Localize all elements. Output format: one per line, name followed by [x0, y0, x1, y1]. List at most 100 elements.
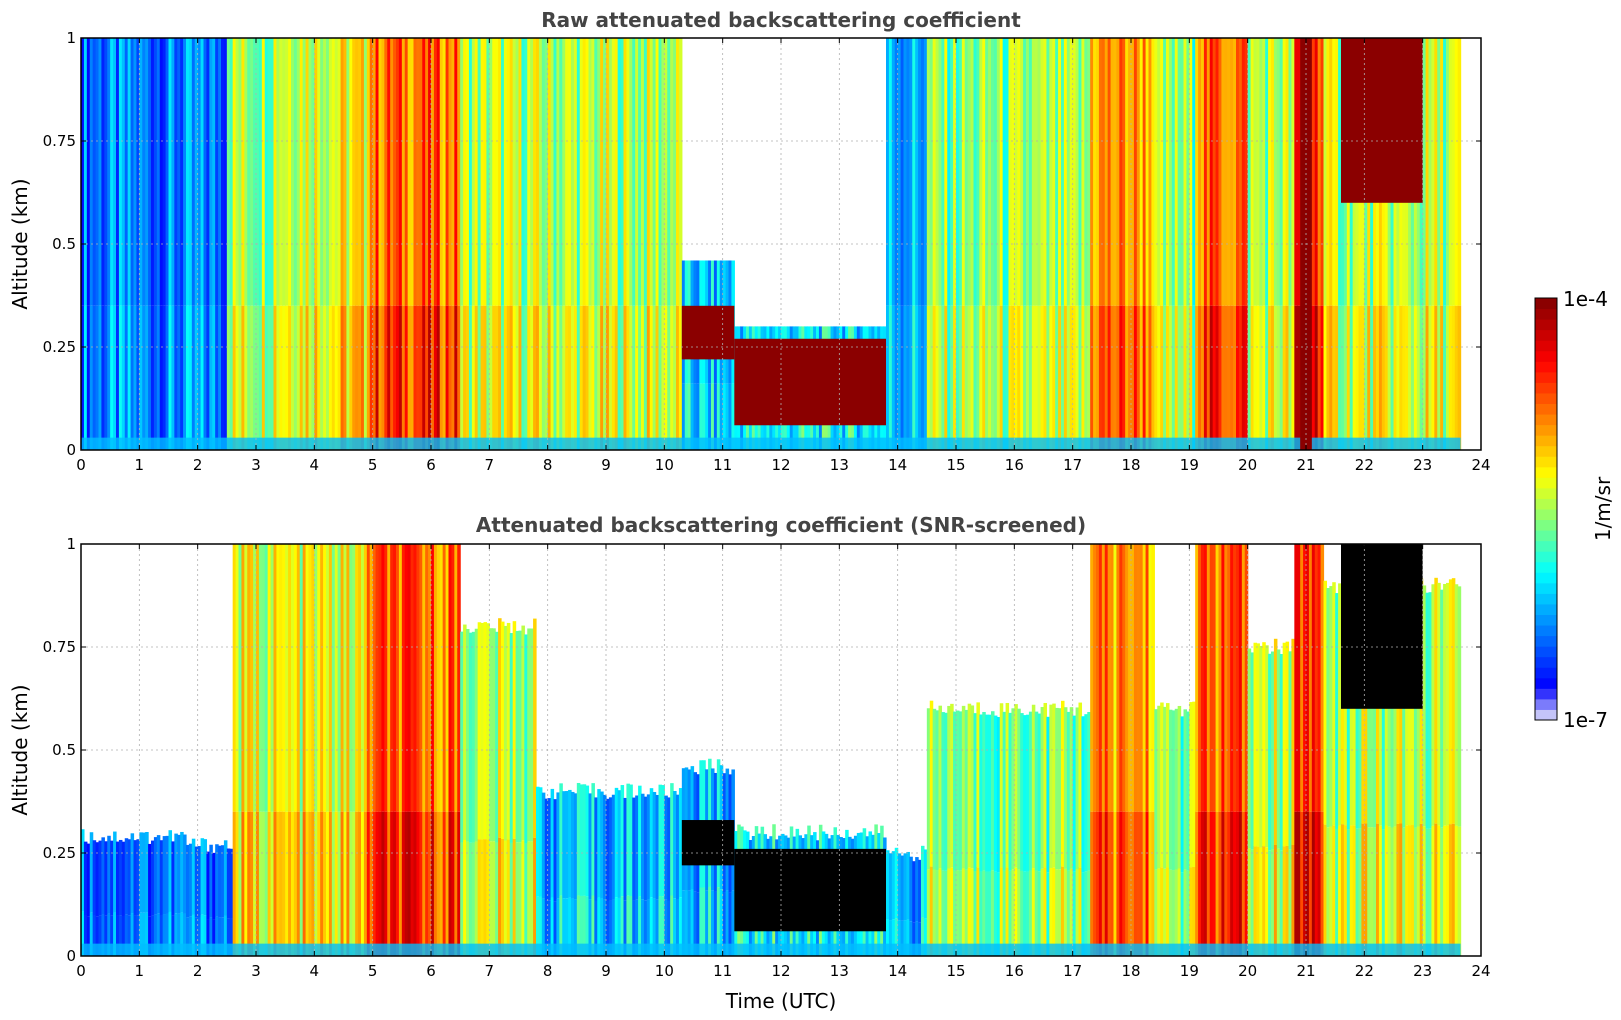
heatmap-cell [918, 305, 922, 450]
heatmap-cell [116, 305, 120, 450]
heatmap-cell [442, 38, 447, 306]
heatmap-cell [667, 900, 671, 956]
heatmap-cell [737, 909, 741, 956]
heatmap-cell [148, 843, 152, 917]
heatmap-cell [381, 811, 385, 956]
heatmap-cell [92, 38, 97, 306]
heatmap-cell [559, 783, 563, 896]
x-tick-label: 20 [1238, 962, 1257, 980]
x-tick-label: 15 [946, 456, 965, 474]
heatmap-cell [953, 305, 957, 450]
heatmap-cell [1279, 654, 1284, 851]
heatmap-cell [431, 38, 435, 306]
heatmap-cell [188, 305, 193, 450]
heatmap-cell [740, 910, 744, 956]
heatmap-cell [153, 837, 158, 915]
heatmap-cell [967, 703, 972, 868]
heatmap-cell [191, 305, 196, 450]
heatmap-cell [1058, 708, 1062, 870]
heatmap-cell [603, 305, 607, 450]
heatmap-cell [1098, 544, 1103, 812]
heatmap-cell [1454, 38, 1459, 306]
heatmap-cell [603, 794, 607, 900]
heatmap-cell [174, 305, 178, 450]
heatmap-cell [407, 544, 412, 812]
heatmap-cell [562, 898, 566, 956]
heatmap-cell [1201, 305, 1205, 450]
heatmap-cell [941, 870, 945, 956]
heatmap-cell [676, 899, 680, 956]
heatmap-cell [810, 406, 814, 450]
heatmap-cell [270, 38, 275, 306]
heatmap-cell [1119, 544, 1123, 812]
heatmap-cell [903, 305, 908, 450]
heatmap-cell [256, 544, 260, 812]
heatmap-cell [340, 38, 345, 306]
heatmap-cell [973, 38, 978, 306]
heatmap-cell [1063, 305, 1068, 450]
heatmap-cell [1367, 305, 1371, 450]
heatmap-cell [903, 38, 908, 306]
heatmap-cell [180, 38, 184, 306]
heatmap-cell [996, 305, 1001, 450]
heatmap-cell [559, 38, 563, 306]
heatmap-cell [1195, 305, 1199, 450]
heatmap-cell [1122, 38, 1126, 306]
heatmap-cell [909, 921, 913, 956]
heatmap-cell [340, 811, 345, 956]
heatmap-cell [95, 842, 100, 917]
heatmap-cell [180, 912, 184, 956]
heatmap-cell [641, 305, 645, 450]
heatmap-cell [842, 406, 846, 450]
heatmap-cell [372, 811, 377, 956]
colorbar-step [1535, 392, 1557, 404]
heatmap-cell [1087, 712, 1091, 871]
heatmap-cell [133, 38, 138, 306]
heatmap-cell [600, 305, 604, 450]
colorbar-step [1535, 625, 1557, 637]
heatmap-cell [544, 38, 549, 306]
heatmap-cell [1241, 811, 1246, 956]
heatmap-cell [1157, 305, 1161, 450]
heatmap-cell [996, 717, 1001, 873]
heatmap-cell [489, 628, 493, 842]
heatmap-cell [929, 38, 934, 306]
heatmap-cell [670, 305, 674, 450]
heatmap-cell [506, 38, 511, 306]
heatmap-cell [801, 914, 805, 956]
heatmap-cell [1346, 305, 1351, 450]
heatmap-cell [1276, 38, 1281, 306]
heatmap-cell [897, 305, 902, 450]
heatmap-cell [221, 917, 225, 956]
heatmap-cell [702, 887, 706, 956]
colorbar-step [1535, 551, 1557, 563]
heatmap-cell [1285, 38, 1290, 306]
heatmap-cell [1037, 305, 1042, 450]
heatmap-cell [608, 38, 613, 306]
heatmap-cell [1201, 811, 1205, 956]
heatmap-cell [86, 916, 91, 956]
heatmap-cell [1052, 867, 1056, 956]
heatmap-cell [816, 406, 820, 450]
heatmap-cell [1131, 811, 1135, 956]
heatmap-cell [425, 38, 429, 306]
heatmap-cell [961, 38, 966, 306]
heatmap-cell [209, 844, 213, 918]
heatmap-cell [1259, 645, 1263, 848]
heatmap-cell [641, 899, 645, 956]
heatmap-cell [1402, 827, 1406, 956]
colorbar-step [1535, 340, 1557, 352]
heatmap-cell [1422, 826, 1427, 956]
heatmap-cell [177, 834, 181, 914]
heatmap-cell [1142, 305, 1147, 450]
heatmap-cell [556, 898, 560, 956]
heatmap-cell [950, 703, 954, 868]
heatmap-cell [361, 544, 365, 812]
heatmap-cell [288, 38, 292, 306]
heatmap-cell [1387, 826, 1392, 956]
heatmap-cell [778, 406, 782, 450]
heatmap-cell [326, 305, 330, 450]
heatmap-cell [1116, 38, 1120, 306]
heatmap-cell [1201, 38, 1205, 306]
heatmap-cell [1107, 811, 1112, 956]
